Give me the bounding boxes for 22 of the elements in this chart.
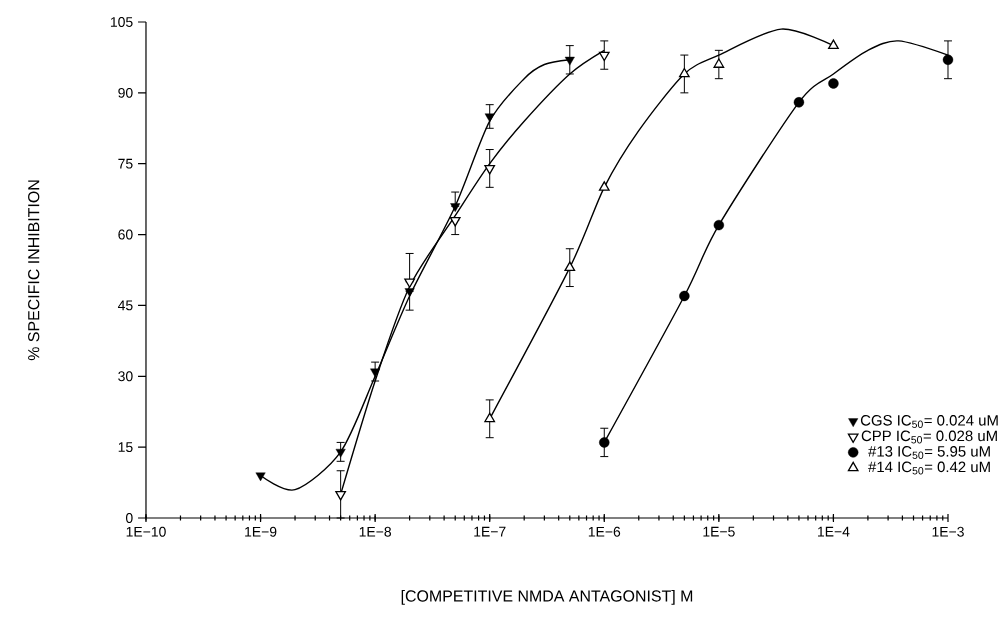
y-tick-label: 105 (110, 17, 133, 27)
x-tick-label: 1E−10 (126, 526, 166, 537)
x-tick-label: 1E−4 (818, 526, 850, 537)
legend-label: CPP IC$_{50}$= 0.028 uM (861, 430, 997, 444)
y-tick-label: 0 (125, 513, 133, 523)
x-tick-label: 1E−3 (932, 526, 964, 537)
x-tick-label: 1E−9 (245, 526, 277, 537)
legend-label: CGS IC$_{50}$= 0.024 uM (860, 415, 998, 428)
x-axis-title: [COMPETITIVE NMDA ANTAGONIST] M (401, 589, 693, 605)
legend-label: #14 IC$_{50}$= 0.42 uM (868, 461, 990, 475)
y-axis-title: % SPECIFIC INHIBITION (28, 180, 40, 361)
x-tick-label: 1E−7 (474, 526, 506, 537)
y-tick-label: 90 (118, 87, 133, 98)
y-tick-label: 45 (117, 300, 133, 311)
y-tick-label: 75 (118, 158, 133, 169)
x-tick-label: 1E−5 (703, 526, 735, 537)
legend-label: #13 IC$_{50}$= 5.95 uM (868, 446, 990, 459)
x-tick-label: 1E−8 (359, 526, 392, 537)
x-tick-label: 1E−6 (588, 526, 621, 537)
y-tick-label: 60 (118, 229, 133, 240)
y-tick-label: 15 (118, 442, 133, 453)
y-tick-label: 30 (118, 371, 133, 382)
